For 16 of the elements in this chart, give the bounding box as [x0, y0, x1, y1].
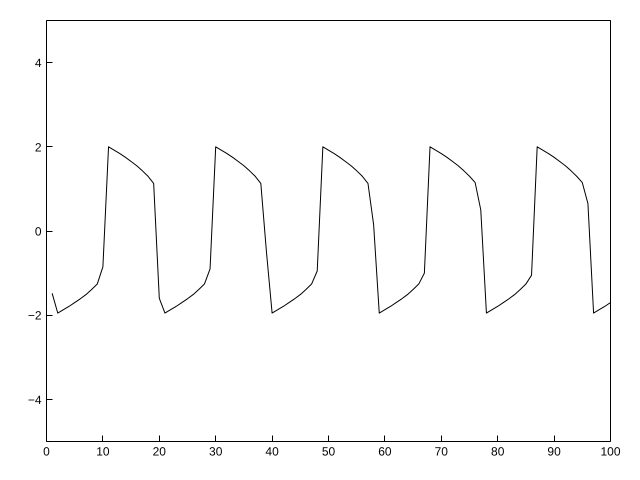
- y-tick-label: 2: [34, 140, 42, 154]
- x-tick-label: 10: [96, 444, 110, 458]
- x-tick-label: 90: [547, 444, 562, 458]
- y-tick-label: −2: [28, 308, 42, 323]
- x-tick-label: 100: [600, 444, 621, 458]
- x-tick-label: 80: [491, 444, 505, 458]
- x-tick-label: 40: [265, 444, 280, 458]
- x-tick-label: 50: [322, 444, 336, 458]
- y-tick-label: 0: [34, 224, 42, 238]
- x-tick-label: 60: [378, 444, 392, 458]
- x-tick-label: 30: [209, 444, 223, 458]
- y-tick-label: 4: [34, 56, 42, 70]
- x-tick-label: 0: [43, 444, 50, 458]
- x-tick-label: 70: [434, 444, 448, 458]
- y-tick-label: −4: [28, 392, 42, 407]
- x-tick-label: 20: [152, 444, 166, 458]
